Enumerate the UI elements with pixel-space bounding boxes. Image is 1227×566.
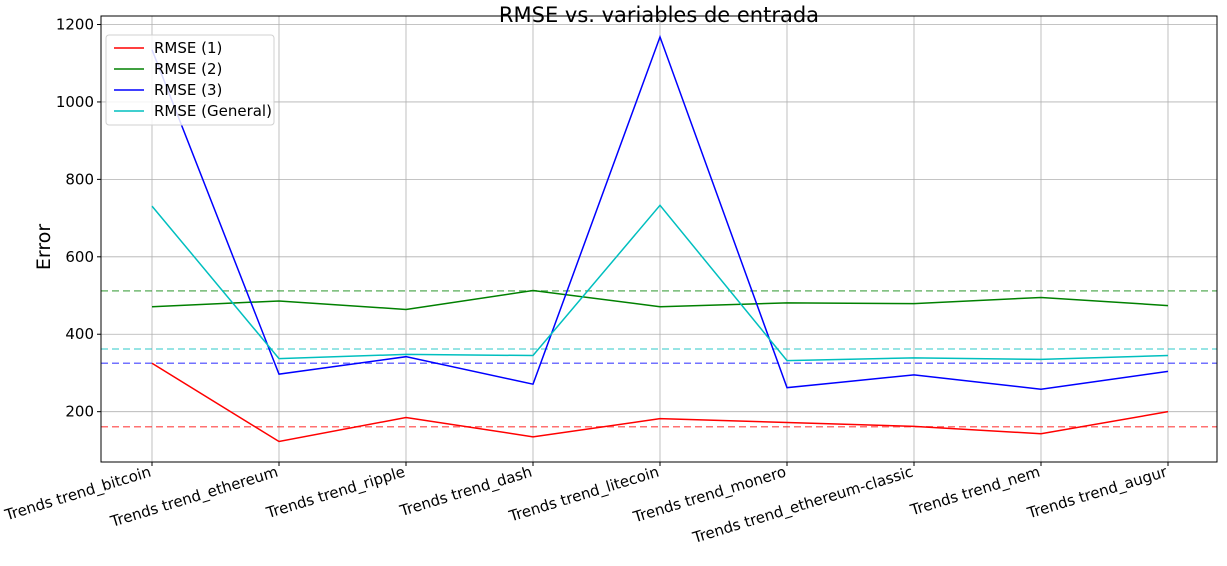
y-axis-label: Error — [33, 224, 55, 271]
legend-label: RMSE (1) — [154, 39, 222, 57]
x-tick-label: Trends trend_ethereum-classic — [690, 463, 916, 548]
y-tick-label: 1200 — [56, 16, 94, 34]
legend-label: RMSE (2) — [154, 60, 222, 78]
y-tick-label: 1000 — [56, 93, 94, 111]
legend-label: RMSE (3) — [154, 81, 222, 99]
y-tick-label: 200 — [65, 403, 94, 421]
x-tick-label: Trends trend_augur — [1024, 462, 1170, 523]
legend: RMSE (1) RMSE (2) RMSE (3) RMSE (General) — [105, 34, 275, 126]
chart-title: RMSE vs. variables de entrada — [499, 3, 819, 27]
y-axis: 200 400 600 800 1000 1200 — [56, 16, 101, 421]
series-lines — [151, 34, 1169, 443]
y-tick-label: 400 — [65, 325, 94, 343]
x-tick-label: Trends trend_nem — [907, 463, 1042, 521]
legend-box — [105, 34, 275, 126]
y-tick-label: 600 — [65, 248, 94, 266]
series-line — [151, 362, 1169, 443]
y-tick-label: 800 — [65, 170, 94, 188]
x-tick-label: Trends trend_ripple — [263, 463, 407, 524]
series-line — [151, 204, 1169, 362]
series-line — [151, 34, 1169, 390]
plot-area — [100, 15, 1218, 463]
reference-lines — [101, 290, 1217, 428]
legend-label: RMSE (General) — [154, 102, 272, 120]
series-line — [151, 289, 1169, 311]
grid — [101, 16, 1217, 462]
